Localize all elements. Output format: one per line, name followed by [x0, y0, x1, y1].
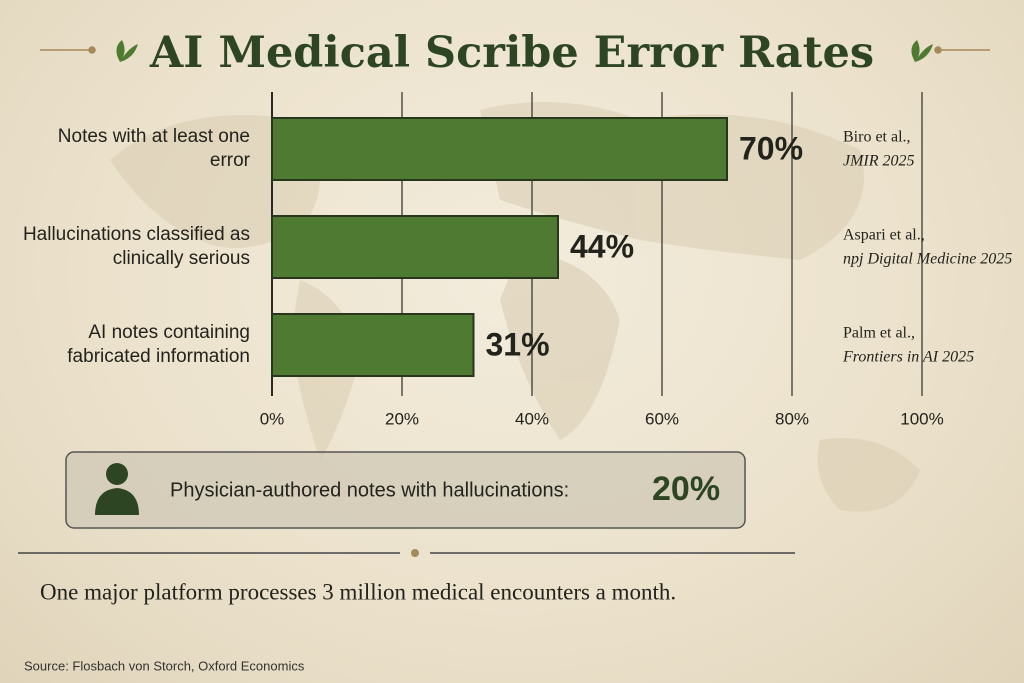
callout: Physician-authored notes with hallucinat… [65, 451, 746, 529]
citation-venue: JMIR 2025 [843, 153, 915, 170]
citation-authors: Biro et al., [843, 129, 911, 146]
bar [271, 215, 559, 279]
category-label: Hallucinations classified as clinically … [22, 224, 250, 269]
x-tick-label: 60% [645, 409, 679, 428]
citation-authors: Aspari et al., [843, 227, 925, 244]
value-label: 44% [570, 228, 634, 264]
callout-label: Physician-authored notes with hallucinat… [170, 479, 569, 501]
physician-icon [106, 463, 128, 485]
x-tick-label: 20% [385, 409, 419, 428]
physician-icon [95, 488, 139, 515]
x-tick-label: 80% [775, 409, 809, 428]
citation-authors: Palm et al., [843, 325, 915, 342]
divider [18, 549, 795, 557]
source: Source: Flosbach von Storch, Oxford Econ… [24, 658, 305, 673]
category-label: Notes with at least one error [57, 126, 250, 171]
bar [271, 117, 728, 181]
footnote: One major platform processes 3 million m… [40, 579, 676, 604]
value-label: 70% [739, 130, 803, 166]
value-label: 31% [486, 326, 550, 362]
chart-title: AI Medical Scribe Error Rates [149, 28, 874, 78]
x-tick-label: 40% [515, 409, 549, 428]
category-label: AI notes containing fabricated informati… [67, 322, 250, 367]
bar [271, 313, 475, 377]
callout-figure: 20% [652, 470, 720, 508]
citation-venue: Frontiers in AI 2025 [842, 349, 974, 366]
citation-venue: npj Digital Medicine 2025 [843, 251, 1012, 268]
callout-box [65, 451, 746, 529]
x-tick-label: 100% [900, 409, 943, 428]
title-ornament [40, 40, 990, 62]
x-tick-label: 0% [260, 409, 285, 428]
